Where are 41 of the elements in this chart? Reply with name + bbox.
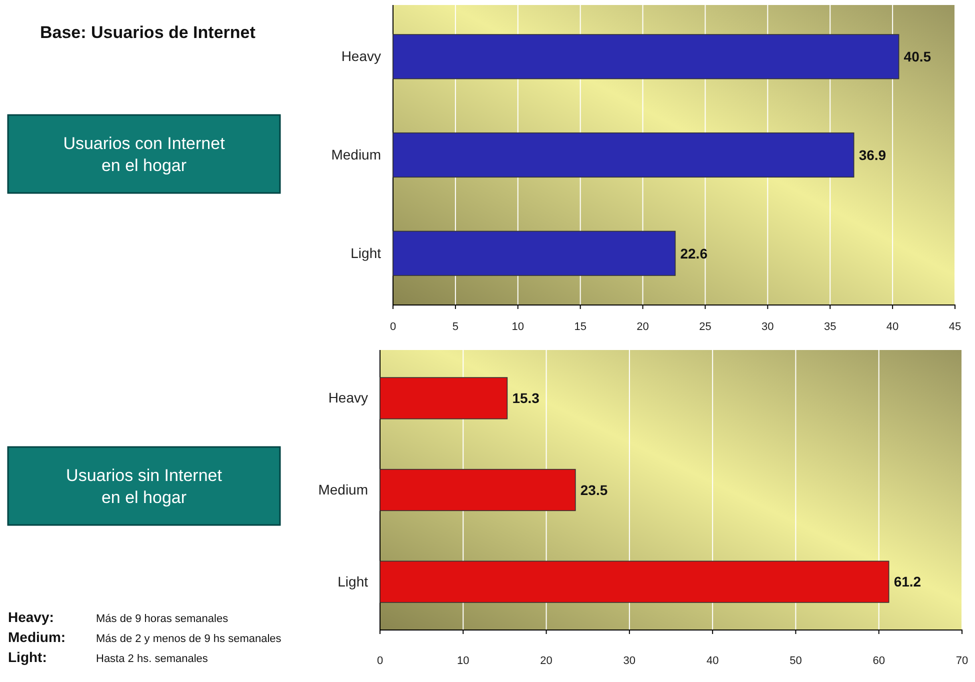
y-tick-label: Light [350,244,382,261]
bar [380,560,890,603]
x-tick-label: 45 [948,320,962,333]
bar [392,132,854,178]
x-tick-label: 5 [452,320,459,333]
x-tick-label: 60 [872,654,885,667]
y-tick-label: Medium [318,481,368,498]
x-tick-label: 15 [574,320,586,333]
x-tick-label: 10 [457,654,470,667]
x-tick-label: 70 [956,654,968,667]
data-label: 15.3 [512,390,540,406]
y-axis-title: Usuarios sin Internet en el hogar [66,466,222,507]
x-tick-label: 30 [623,654,636,667]
data-label: 23.5 [580,482,608,498]
bar [380,377,508,420]
text: Medium: Más de 2 y menos de 9 hs semanales [8,629,282,645]
x-tick-label: 20 [540,654,552,667]
x-tick-label: 35 [824,320,836,333]
y-tick-label: Medium [331,146,381,162]
x-tick-label: 50 [790,654,802,667]
text: Base: Usuarios de Internet [40,23,256,42]
x-tick-label: 20 [636,320,649,333]
text: Heavy: Más de 9 horas semanales [8,609,228,625]
y-tick-label: Heavy [341,48,381,64]
y-tick-label: Heavy [328,390,368,406]
data-label: 61.2 [894,574,922,590]
x-tick-label: 40 [886,320,899,333]
x-tick-label: 25 [699,320,712,333]
x-tick-label: 30 [762,320,774,333]
y-axis-title: Usuarios con Internet en el hogar [63,134,226,175]
x-tick-label: 0 [376,654,384,667]
text: Light: Hasta 2 hs. semanales [8,649,208,665]
x-tick-label: 0 [390,320,396,333]
y-tick-label: Light [338,573,368,590]
data-label: 36.9 [858,146,886,163]
bar [380,468,576,512]
bar [392,34,900,80]
x-tick-label: 10 [512,320,524,333]
data-label: 40.5 [904,48,932,65]
bar [392,230,676,276]
x-tick-label: 40 [706,654,719,667]
